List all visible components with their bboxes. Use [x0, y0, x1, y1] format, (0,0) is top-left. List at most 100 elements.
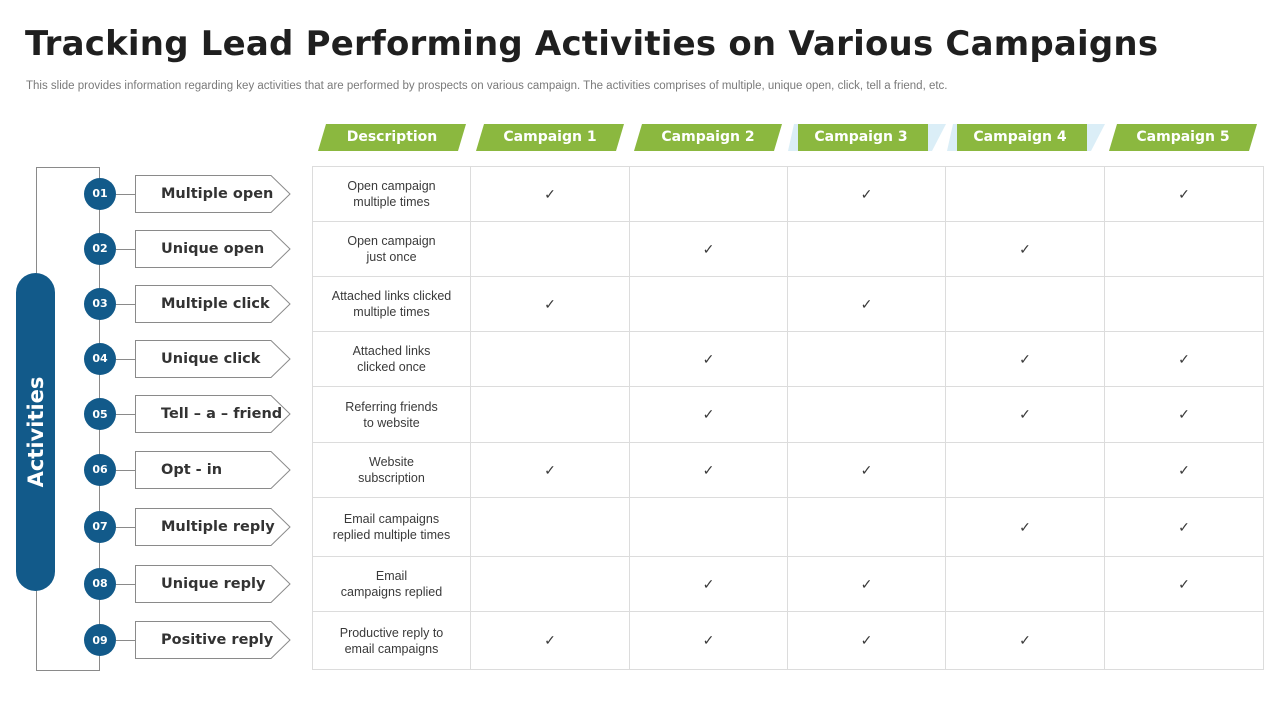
campaign-3-cell — [787, 386, 946, 443]
table-row: Open campaign just once ✓ ✓ — [312, 221, 1264, 277]
campaign-2-cell: ✓ — [629, 386, 788, 443]
page-subtitle: This slide provides information regardin… — [26, 80, 948, 92]
check-icon: ✓ — [1178, 518, 1190, 535]
campaign-2-cell — [629, 276, 788, 332]
description-line: clicked once — [357, 360, 426, 374]
campaign-3-cell — [787, 331, 946, 387]
activity-label: Multiple open — [161, 185, 274, 202]
campaign-4-cell — [945, 442, 1105, 498]
description-cell: Referring friends to website — [312, 386, 471, 443]
connector-line — [116, 526, 136, 528]
check-icon: ✓ — [1178, 406, 1190, 422]
campaign-5-cell: ✓ — [1104, 497, 1264, 557]
check-icon: ✓ — [860, 461, 873, 478]
table-row: Productive reply to email campaigns ✓ ✓ ✓ ✓ — [312, 611, 1264, 670]
campaign-1-cell: ✓ — [470, 276, 630, 332]
activity-label-box: Multiple open — [135, 174, 291, 213]
table-row: Email campaigns replied ✓ ✓ ✓ — [312, 556, 1264, 612]
campaign-4-cell: ✓ — [945, 221, 1105, 277]
campaign-3-cell: ✓ — [787, 611, 946, 670]
check-icon: ✓ — [1178, 461, 1190, 478]
activity-label-box: Tell – a – friend — [135, 395, 291, 433]
check-icon: ✓ — [702, 350, 715, 367]
header-label: Description — [346, 129, 438, 145]
check-icon: ✓ — [702, 240, 715, 257]
table-row: Open campaign multiple times ✓ ✓ ✓ — [312, 166, 1264, 222]
campaign-5-cell: ✓ — [1104, 331, 1264, 387]
description-line: multiple times — [353, 305, 430, 319]
campaign-2-cell: ✓ — [629, 442, 788, 498]
connector-line — [116, 414, 136, 415]
activity-label: Unique open — [161, 240, 265, 257]
check-icon: ✓ — [544, 185, 556, 202]
check-icon: ✓ — [1178, 350, 1190, 367]
activity-number-badge: 07 — [84, 510, 116, 543]
activity-label: Multiple click — [161, 295, 270, 312]
description-line: to website — [363, 415, 420, 430]
campaign-4-cell: ✓ — [945, 611, 1105, 670]
activities-pill: Activities — [16, 273, 55, 591]
description-cell: Email campaigns replied — [312, 556, 471, 612]
campaign-1-cell — [470, 497, 630, 557]
table-row: Attached links clicked once ✓ ✓ ✓ — [312, 331, 1264, 387]
activity-number-badge: 05 — [84, 398, 116, 430]
description-line: email campaigns — [344, 641, 439, 656]
table-row: Attached links clicked multiple times ✓ ✓ — [312, 276, 1264, 332]
description-line: Email — [375, 569, 408, 583]
check-icon: ✓ — [1019, 632, 1031, 648]
campaign-5-cell: ✓ — [1104, 386, 1264, 443]
description-line: just once — [366, 250, 417, 264]
activity-label-box: Unique open — [135, 229, 291, 268]
check-icon: ✓ — [702, 632, 715, 648]
check-icon: ✓ — [1178, 185, 1190, 202]
table-row: Email campaigns replied multiple times ✓ ✓ — [312, 497, 1264, 557]
check-icon: ✓ — [544, 295, 556, 312]
connector-line — [116, 248, 136, 250]
campaign-3-cell: ✓ — [787, 556, 946, 612]
description-cell: Open campaign multiple times — [312, 166, 471, 222]
activity-number-badge: 06 — [84, 453, 116, 486]
campaign-2-cell — [629, 166, 788, 222]
campaign-1-cell — [470, 331, 630, 387]
activity-label-box: Unique click — [135, 339, 291, 378]
activity-label: Unique reply — [161, 575, 266, 592]
description-line: Attached links — [352, 344, 431, 358]
check-icon: ✓ — [702, 461, 715, 478]
description-line: multiple times — [353, 195, 430, 209]
connector-line — [116, 193, 136, 195]
description-line: Referring friends — [345, 399, 438, 414]
table-row: Referring friends to website ✓ ✓ ✓ — [312, 386, 1264, 443]
header-campaign-2: Campaign 2 — [634, 124, 782, 151]
table-row: Website subscription ✓ ✓ ✓ ✓ — [312, 442, 1264, 498]
activity-number-badge: 09 — [84, 624, 116, 656]
description-cell: Attached links clicked multiple times — [312, 276, 471, 332]
campaign-5-cell: ✓ — [1104, 442, 1264, 498]
activity-table: Open campaign multiple times ✓ ✓ ✓ Open campa… — [312, 166, 1264, 670]
campaign-2-cell: ✓ — [629, 556, 788, 612]
description-line: Open campaign — [347, 179, 436, 193]
page-title: Tracking Lead Performing Activities on V… — [25, 24, 1159, 64]
campaign-5-cell — [1104, 611, 1264, 670]
check-icon: ✓ — [544, 461, 556, 478]
connector-line — [116, 583, 136, 585]
description-line: Attached links clicked — [331, 289, 452, 303]
check-icon: ✓ — [860, 632, 873, 648]
description-line: Productive reply to — [339, 625, 444, 640]
activity-label: Opt - in — [161, 461, 223, 478]
campaign-3-cell — [787, 221, 946, 277]
connector-line — [116, 640, 136, 641]
description-cell: Productive reply to email campaigns — [312, 611, 471, 670]
header-campaign-5: Campaign 5 — [1109, 124, 1257, 151]
header-label: Campaign 3 — [814, 129, 908, 145]
activity-label: Unique click — [161, 350, 261, 367]
campaign-5-cell — [1104, 221, 1264, 277]
activity-number-badge: 04 — [84, 342, 116, 375]
check-icon: ✓ — [860, 575, 873, 592]
check-icon: ✓ — [1019, 406, 1031, 422]
description-line: Open campaign — [347, 234, 436, 248]
header-campaign-1: Campaign 1 — [476, 124, 624, 151]
check-icon: ✓ — [1019, 350, 1031, 367]
check-icon: ✓ — [544, 632, 556, 648]
campaign-4-cell: ✓ — [945, 331, 1105, 387]
activity-number-badge: 08 — [84, 567, 116, 600]
